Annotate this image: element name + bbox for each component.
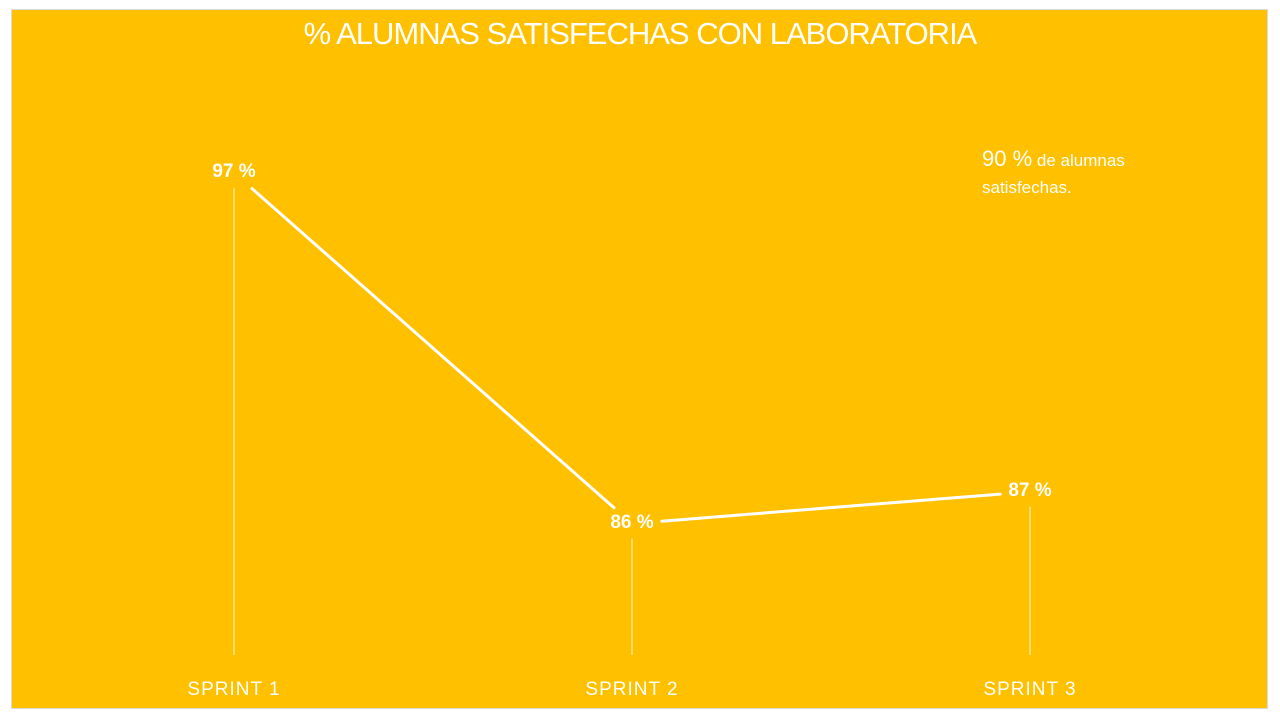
series-line-segment-2 [660, 492, 1002, 523]
data-label-2: 86 % [610, 511, 654, 533]
category-label-2: SPRINT 2 [585, 679, 679, 700]
chart-background [11, 9, 1268, 709]
series-line-segment-1 [250, 187, 616, 510]
summary-text: de alumnas satisfechas. [982, 151, 1125, 197]
chart-title: % ALUMNAS SATISFECHAS CON LABORATORIA [303, 16, 978, 51]
summary-value: 90 % [982, 146, 1033, 171]
category-label-3: SPRINT 3 [983, 679, 1077, 700]
data-label-1: 97 % [212, 160, 256, 182]
category-label-1: SPRINT 1 [187, 679, 281, 700]
data-label-3: 87 % [1008, 479, 1052, 501]
summary-annotation: 90 % de alumnas satisfechas. [982, 146, 1182, 202]
